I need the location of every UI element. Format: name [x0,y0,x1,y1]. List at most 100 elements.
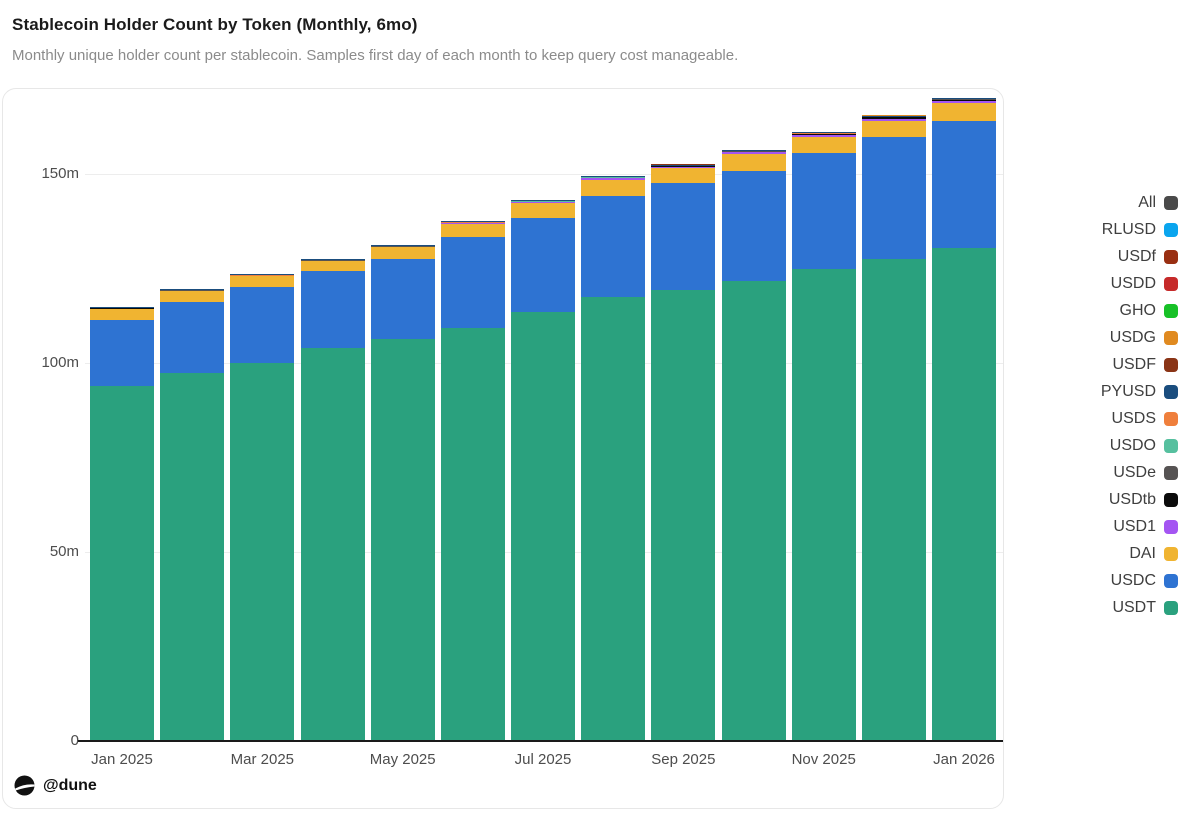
bar-segment-usdc[interactable] [651,183,716,291]
bar-segment-usde[interactable] [932,98,997,100]
bar-segment-usd1[interactable] [370,246,435,247]
bar-segment-usdt[interactable] [861,259,926,741]
bar-segment-usdtb[interactable] [932,99,997,102]
bar-segment-usdc[interactable] [90,319,154,386]
bar-segment-dai[interactable] [230,275,295,287]
bar-segment-usd1[interactable] [861,118,926,121]
y-axis-tick-label: 0 [70,732,79,749]
legend-item-usdf[interactable]: USDf [1118,247,1178,267]
bar-segment-usdt[interactable] [511,311,576,741]
bar-segment-usdt[interactable] [160,373,225,741]
bar-segment-usdt[interactable] [651,290,716,741]
legend-item-usdtb[interactable]: USDtb [1109,490,1178,510]
bar-segment-usdtb[interactable] [721,151,786,153]
bar-segment-dai[interactable] [651,167,716,184]
bar-may-2025[interactable] [370,244,435,741]
legend-item-rlusd[interactable]: RLUSD [1102,220,1178,240]
bar-jan-2025[interactable] [90,306,154,741]
legend-item-gho[interactable]: GHO [1120,301,1178,321]
legend-item-usdg[interactable]: USDG [1110,328,1178,348]
y-axis-tick-label: 100m [41,354,79,371]
legend-item-usdd[interactable]: USDD [1111,274,1178,294]
x-axis-tick-label: Mar 2025 [230,751,295,768]
bar-segment-usd1[interactable] [440,222,505,224]
bar-segment-usdc[interactable] [721,170,786,281]
bar-segment-dai[interactable] [932,103,997,121]
legend-label: PYUSD [1100,383,1156,400]
bar-aug-2025[interactable] [581,175,646,741]
bar-segment-usdt[interactable] [581,296,646,741]
bar-segment-usdc[interactable] [861,136,926,260]
bar-segment-usdc[interactable] [440,236,505,328]
legend-item-usdo[interactable]: USDO [1110,436,1178,456]
bar-segment-usd1[interactable] [721,152,786,154]
bar-segment-usde[interactable] [791,132,856,134]
bar-segment-usdc[interactable] [932,120,997,249]
bar-segment-dai[interactable] [721,153,786,171]
bar-segment-usdc[interactable] [791,153,856,270]
x-axis-tick-label: Nov 2025 [791,751,856,768]
bar-segment-usdc[interactable] [370,259,435,340]
bar-jan-2026[interactable] [932,97,997,741]
legend-swatch-icon [1164,601,1178,615]
legend-label: USDtb [1108,491,1156,508]
bar-segment-usdc[interactable] [511,217,576,312]
bar-segment-usdc[interactable] [230,286,295,363]
bar-segment-usd1[interactable] [651,166,716,168]
bar-segment-usdc[interactable] [160,301,225,374]
bar-sep-2025[interactable] [651,164,716,741]
page-title: Stablecoin Holder Count by Token (Monthl… [12,15,418,34]
bar-segment-usd1[interactable] [581,178,646,180]
bar-segment-dai[interactable] [581,179,646,196]
bar-segment-usdtb[interactable] [861,117,926,119]
bar-segment-usd1[interactable] [300,259,365,261]
bar-segment-usdt[interactable] [300,348,365,741]
bar-apr-2025[interactable] [300,258,365,741]
bar-segment-usdt[interactable] [791,269,856,741]
bar-segment-usde[interactable] [721,150,786,152]
bar-oct-2025[interactable] [721,149,786,741]
bar-segment-usdt[interactable] [90,385,154,741]
bar-segment-dai[interactable] [300,260,365,272]
bar-segment-usde[interactable] [861,116,926,118]
bar-segment-dai[interactable] [511,203,576,218]
legend-item-dai[interactable]: DAI [1129,544,1178,564]
bar-feb-2025[interactable] [160,288,225,741]
legend-item-all[interactable]: All [1138,193,1178,213]
bar-segment-dai[interactable] [370,246,435,260]
bar-segment-usd1[interactable] [511,201,576,204]
bar-segment-usde[interactable] [651,165,716,166]
bar-segment-usdtb[interactable] [511,201,576,202]
legend-item-usde[interactable]: USDe [1113,463,1178,483]
bar-segment-dai[interactable] [160,290,225,302]
legend-item-pyusd[interactable]: PYUSD [1101,382,1178,402]
bar-segment-usdtb[interactable] [791,133,856,136]
bar-segment-usde[interactable] [581,176,646,178]
bar-segment-dai[interactable] [440,223,505,237]
bar-segment-usd1[interactable] [791,135,856,137]
legend-swatch-icon [1164,223,1178,237]
bar-nov-2025[interactable] [791,131,856,741]
bar-segment-usdt[interactable] [721,280,786,741]
bar-segment-usdtb[interactable] [651,165,716,167]
legend-item-usdf[interactable]: USDF [1112,355,1178,375]
bar-jul-2025[interactable] [511,199,576,741]
bar-segment-usdt[interactable] [370,339,435,741]
bar-segment-dai[interactable] [861,120,926,137]
legend-item-usdt[interactable]: USDT [1112,598,1178,618]
bar-segment-usdt[interactable] [440,327,505,741]
bar-segment-usd1[interactable] [932,101,997,104]
bar-segment-dai[interactable] [90,308,154,320]
bar-mar-2025[interactable] [230,273,295,741]
bar-segment-usdtb[interactable] [581,177,646,179]
bar-jun-2025[interactable] [440,220,505,741]
bar-segment-usdt[interactable] [932,248,997,741]
bar-segment-usdt[interactable] [230,362,295,741]
bar-segment-usdc[interactable] [581,195,646,297]
bar-segment-usdc[interactable] [300,271,365,349]
bar-segment-dai[interactable] [791,136,856,154]
legend-item-usd1[interactable]: USD1 [1113,517,1178,537]
legend-item-usdc[interactable]: USDC [1111,571,1178,591]
legend-item-usds[interactable]: USDS [1112,409,1178,429]
bar-dec-2025[interactable] [861,115,926,741]
